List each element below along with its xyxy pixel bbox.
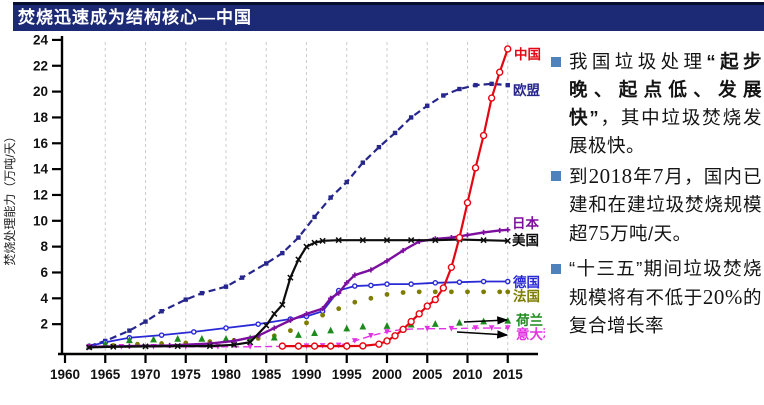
series-label: 法国 (513, 288, 540, 304)
x-tick-label: 1970 (130, 367, 160, 382)
series-line-0 (88, 82, 508, 348)
bullet-text: 到2018年7月，国内已建和在建垃圾焚烧规模超75万吨/天。 (569, 164, 762, 245)
x-tick-label: 1990 (291, 367, 321, 382)
y-tick-label: 16 (33, 136, 49, 151)
bullet-square-icon (551, 171, 561, 181)
bullet-item: “十三五”期间垃圾焚烧规模将有不低于20%的复合增长率 (551, 255, 762, 340)
y-tick-label: 20 (33, 84, 48, 99)
y-tick-label: 10 (33, 213, 48, 228)
pointer-arrow (456, 330, 509, 339)
series-line-7 (282, 48, 509, 348)
x-tick-label: 1985 (251, 367, 282, 382)
x-tick-label: 2010 (452, 367, 482, 382)
bullet-item: 到2018年7月，国内已建和在建垃圾焚烧规模超75万吨/天。 (551, 162, 762, 248)
y-tick-label: 18 (33, 110, 49, 125)
y-tick-label: 2 (40, 317, 48, 332)
x-tick-label: 1980 (211, 367, 241, 382)
y-tick-label: 12 (33, 187, 48, 202)
y-tick-label: 24 (33, 32, 49, 47)
x-tick-label: 1965 (90, 367, 121, 382)
series-line-5 (89, 228, 508, 348)
series-label: 德国 (513, 274, 540, 290)
pointer-arrow (463, 316, 509, 325)
series-label: 欧盟 (513, 82, 541, 98)
page-title: 焚烧迅速成为结构核心—中国 (18, 8, 252, 27)
y-tick-label: 4 (40, 291, 48, 306)
series-label: 意大利 (516, 326, 545, 342)
x-tick-label: 2000 (372, 367, 402, 382)
bullet-item: 我国垃圾处理“起步晚、起点低、发展快”，其中垃圾焚烧发展极快。 (551, 48, 762, 160)
y-axis-title: 焚烧处理能力（万吨/天） (3, 130, 17, 265)
x-tick-label: 1975 (171, 367, 202, 382)
x-tick-label: 2015 (493, 367, 524, 382)
bullet-square-icon (551, 57, 561, 67)
series-label: 美国 (512, 232, 539, 248)
series-label: 日本 (512, 215, 540, 231)
series-label: 中国 (514, 46, 541, 62)
series-label: 荷兰 (515, 312, 543, 328)
x-tick-label: 1960 (50, 367, 80, 382)
y-tick-label: 14 (33, 162, 49, 177)
x-tick-label: 1995 (332, 367, 363, 382)
y-tick-label: 6 (40, 265, 48, 280)
y-tick-label: 8 (40, 239, 48, 254)
bullet-square-icon (551, 264, 561, 274)
bullet-text: “十三五”期间垃圾焚烧规模将有不低于20%的复合增长率 (569, 258, 762, 336)
bullet-text: 我国垃圾处理“起步晚、起点低、发展快”，其中垃圾焚烧发展极快。 (569, 51, 762, 156)
x-tick-label: 2005 (412, 367, 443, 382)
y-tick-label: 22 (33, 58, 48, 73)
title-bar: 焚烧迅速成为结构核心—中国 (13, 2, 764, 31)
